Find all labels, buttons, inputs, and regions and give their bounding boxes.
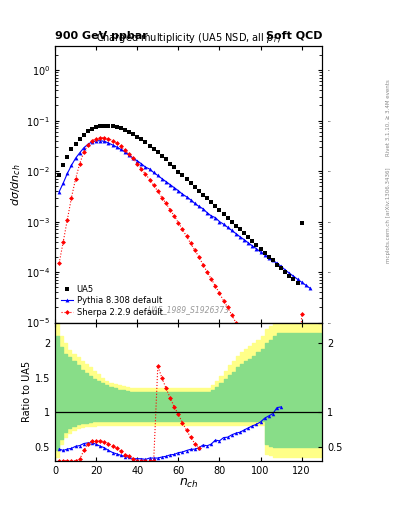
Pythia 8.308 default	[213, 215, 218, 221]
Text: 900 GeV ppbar: 900 GeV ppbar	[55, 31, 148, 40]
UA5	[131, 131, 136, 137]
Sherpa 2.2.9 default	[299, 311, 304, 317]
Pythia 8.308 default	[184, 194, 189, 200]
Pythia 8.308 default	[110, 142, 115, 148]
UA5	[123, 126, 127, 133]
Sherpa 2.2.9 default	[295, 428, 300, 434]
Text: mcplots.cern.ch [arXiv:1306.3436]: mcplots.cern.ch [arXiv:1306.3436]	[386, 167, 391, 263]
Pythia 8.308 default	[57, 189, 61, 195]
Line: Sherpa 2.2.9 default: Sherpa 2.2.9 default	[57, 136, 303, 432]
Legend: UA5, Pythia 8.308 default, Sherpa 2.2.9 default: UA5, Pythia 8.308 default, Sherpa 2.2.9 …	[59, 283, 164, 318]
UA5	[295, 280, 300, 286]
Sherpa 2.2.9 default	[139, 166, 144, 172]
Text: Soft QCD: Soft QCD	[266, 31, 322, 40]
X-axis label: $n_{ch}$: $n_{ch}$	[179, 477, 198, 490]
UA5	[143, 139, 148, 145]
UA5	[102, 122, 107, 129]
Sherpa 2.2.9 default	[98, 135, 103, 141]
Line: UA5: UA5	[57, 123, 304, 286]
Y-axis label: Ratio to UA5: Ratio to UA5	[22, 361, 32, 422]
Sherpa 2.2.9 default	[123, 147, 127, 153]
Line: Pythia 8.308 default: Pythia 8.308 default	[57, 139, 312, 290]
Title: Charged multiplicity (UA5 NSD, all $p_T$): Charged multiplicity (UA5 NSD, all $p_T$…	[95, 31, 282, 45]
UA5	[213, 203, 218, 209]
Pythia 8.308 default	[94, 138, 99, 144]
UA5	[299, 220, 304, 226]
Sherpa 2.2.9 default	[57, 260, 61, 266]
Sherpa 2.2.9 default	[143, 171, 148, 177]
Pythia 8.308 default	[77, 150, 82, 156]
Pythia 8.308 default	[127, 152, 131, 158]
UA5	[57, 172, 61, 178]
Pythia 8.308 default	[279, 263, 283, 269]
UA5	[139, 136, 144, 142]
Text: UA5_1989_S1926373: UA5_1989_S1926373	[148, 305, 230, 314]
Y-axis label: $d\sigma/dn_{ch}$: $d\sigma/dn_{ch}$	[9, 163, 23, 206]
Text: Rivet 3.1.10, ≥ 3.4M events: Rivet 3.1.10, ≥ 3.4M events	[386, 79, 391, 156]
Sherpa 2.2.9 default	[131, 155, 136, 161]
Sherpa 2.2.9 default	[102, 135, 107, 141]
Pythia 8.308 default	[308, 285, 312, 291]
UA5	[98, 123, 103, 129]
Sherpa 2.2.9 default	[213, 283, 218, 289]
